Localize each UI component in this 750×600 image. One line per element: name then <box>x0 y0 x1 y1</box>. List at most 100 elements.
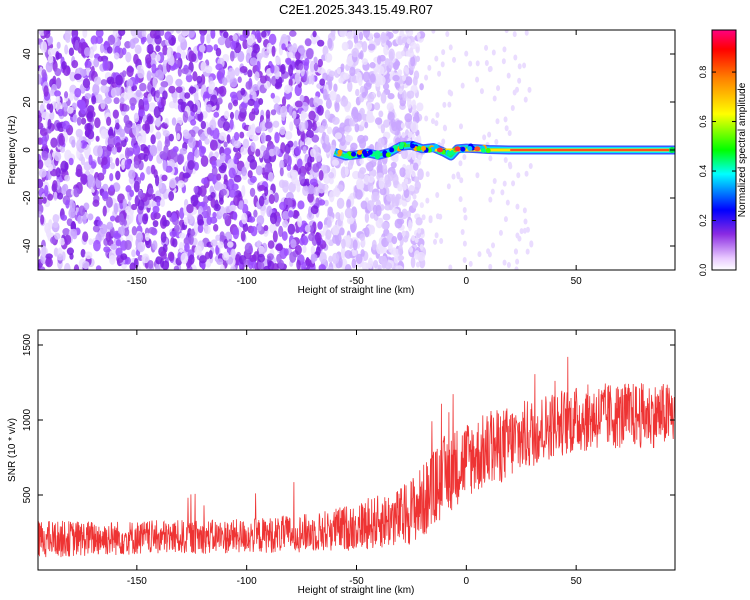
noise-blob <box>226 134 231 144</box>
noise-blob <box>376 243 384 255</box>
noise-blob <box>145 54 152 65</box>
noise-blob <box>160 80 169 88</box>
noise-blob <box>434 55 439 62</box>
noise-blob <box>188 50 195 63</box>
noise-blob <box>119 97 125 104</box>
noise-blob <box>124 41 132 49</box>
noise-blob <box>341 238 346 249</box>
noise-blob <box>229 118 234 130</box>
noise-blob <box>511 180 516 187</box>
noise-blob <box>336 67 342 75</box>
noise-blob <box>410 121 419 133</box>
signal-blob <box>351 151 357 157</box>
noise-blob <box>280 63 286 75</box>
noise-blob <box>47 118 52 130</box>
signal-hotspot <box>436 147 443 153</box>
noise-blob <box>224 37 232 49</box>
noise-blob <box>101 156 108 166</box>
noise-blob <box>120 159 126 171</box>
noise-blob <box>283 152 290 164</box>
noise-blob <box>156 199 161 207</box>
noise-blob <box>56 254 64 261</box>
noise-blob <box>417 251 426 262</box>
signal-blob <box>374 154 380 160</box>
noise-blob <box>204 138 210 145</box>
noise-blob <box>400 148 408 160</box>
noise-blob <box>211 160 217 169</box>
noise-blob <box>405 168 410 175</box>
noise-blob <box>114 122 120 130</box>
noise-blob <box>395 51 403 60</box>
noise-blob <box>475 60 480 67</box>
signal-blob <box>398 144 404 150</box>
noise-blob <box>434 120 439 127</box>
noise-blob <box>86 129 95 140</box>
noise-blob <box>106 196 113 208</box>
noise-blob <box>110 88 117 98</box>
noise-blob <box>132 37 140 44</box>
noise-blob <box>517 63 522 70</box>
noise-blob <box>419 202 424 209</box>
noise-blob <box>206 216 213 226</box>
noise-blob <box>351 47 359 58</box>
noise-blob <box>61 185 67 196</box>
noise-blob <box>372 204 378 215</box>
noise-blob <box>121 47 127 55</box>
noise-blob <box>156 140 163 152</box>
bottom-panel: -150 -100 -50 0 50 500 1000 1500 Height of str… <box>7 329 676 596</box>
noise-blob <box>381 221 390 230</box>
noise-blob <box>215 173 222 181</box>
noise-blob <box>162 90 168 100</box>
noise-blob <box>282 219 289 228</box>
noise-blob <box>449 90 454 97</box>
noise-blob <box>258 97 264 106</box>
noise-blob <box>147 259 154 269</box>
noise-blob <box>218 164 227 174</box>
noise-blob <box>233 140 242 149</box>
noise-blob <box>102 165 107 175</box>
noise-blob <box>270 64 275 74</box>
noise-blob <box>85 65 91 77</box>
noise-blob <box>393 255 399 264</box>
noise-blob <box>112 30 119 38</box>
noise-blob <box>281 96 287 107</box>
noise-blob <box>311 34 318 45</box>
signal-blob <box>410 143 416 149</box>
noise-blob <box>56 41 61 49</box>
noise-blob <box>327 37 333 50</box>
noise-blob <box>193 186 199 194</box>
noise-blob <box>417 227 422 234</box>
noise-blob <box>233 155 238 165</box>
noise-blob <box>477 251 482 258</box>
noise-blob <box>373 32 381 39</box>
noise-blob <box>259 75 267 84</box>
noise-blob <box>196 75 203 84</box>
noise-blob <box>386 193 394 202</box>
noise-blob <box>167 251 175 262</box>
noise-blob <box>294 100 303 108</box>
noise-blob <box>106 221 114 230</box>
noise-blob <box>387 111 395 121</box>
noise-blob <box>144 232 150 242</box>
noise-blob <box>502 180 507 187</box>
colorbar-tick-label: 0.8 <box>698 66 708 79</box>
noise-blob <box>364 212 370 223</box>
noise-blob <box>209 119 217 131</box>
noise-blob <box>64 174 71 182</box>
noise-blob <box>119 128 126 138</box>
noise-blob <box>91 95 97 105</box>
noise-blob <box>513 248 518 255</box>
noise-blob <box>260 144 266 151</box>
noise-blob <box>63 91 69 99</box>
noise-blob <box>527 86 532 93</box>
noise-blob <box>213 224 219 232</box>
noise-blob <box>328 177 334 185</box>
noise-blob <box>502 46 507 53</box>
noise-blob <box>123 114 130 125</box>
noise-blob <box>249 175 257 183</box>
noise-blob <box>52 213 60 224</box>
noise-blob <box>89 176 96 188</box>
noise-blob <box>240 230 246 242</box>
noise-blob <box>318 199 326 206</box>
noise-blob <box>280 33 289 46</box>
